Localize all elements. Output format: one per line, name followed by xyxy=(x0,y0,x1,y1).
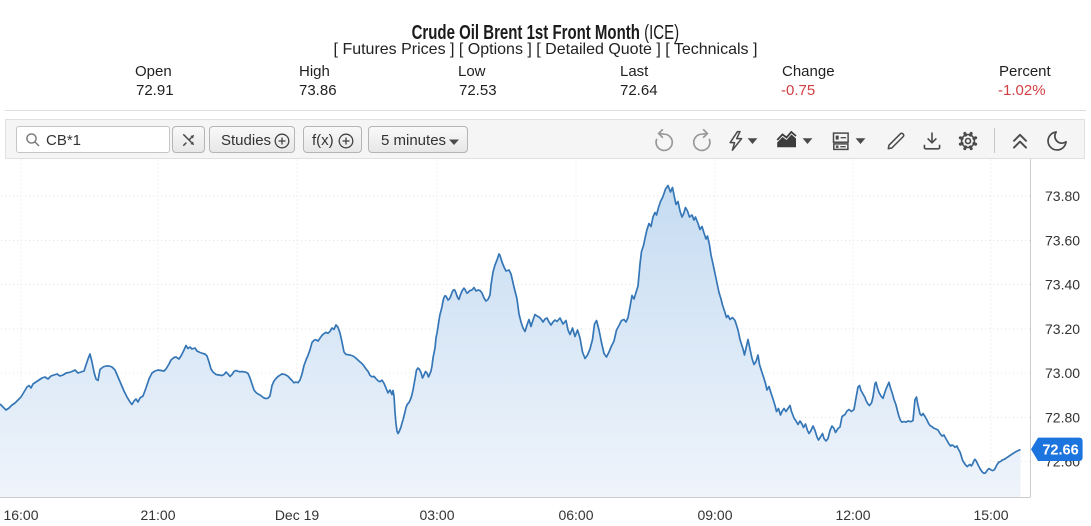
svg-text:73.80: 73.80 xyxy=(1045,188,1080,204)
svg-text:73.60: 73.60 xyxy=(1045,232,1080,248)
svg-text:09:00: 09:00 xyxy=(697,507,732,523)
svg-text:72.80: 72.80 xyxy=(1045,409,1080,425)
svg-text:12:00: 12:00 xyxy=(835,507,870,523)
svg-text:Dec 19: Dec 19 xyxy=(275,507,320,523)
svg-text:16:00: 16:00 xyxy=(3,507,38,523)
svg-text:73.00: 73.00 xyxy=(1045,365,1080,381)
svg-text:21:00: 21:00 xyxy=(140,507,175,523)
svg-text:72.66: 72.66 xyxy=(1042,442,1078,458)
svg-text:15:00: 15:00 xyxy=(973,507,1008,523)
svg-text:06:00: 06:00 xyxy=(558,507,593,523)
svg-text:73.20: 73.20 xyxy=(1045,321,1080,337)
svg-text:03:00: 03:00 xyxy=(419,507,454,523)
svg-text:73.40: 73.40 xyxy=(1045,276,1080,292)
